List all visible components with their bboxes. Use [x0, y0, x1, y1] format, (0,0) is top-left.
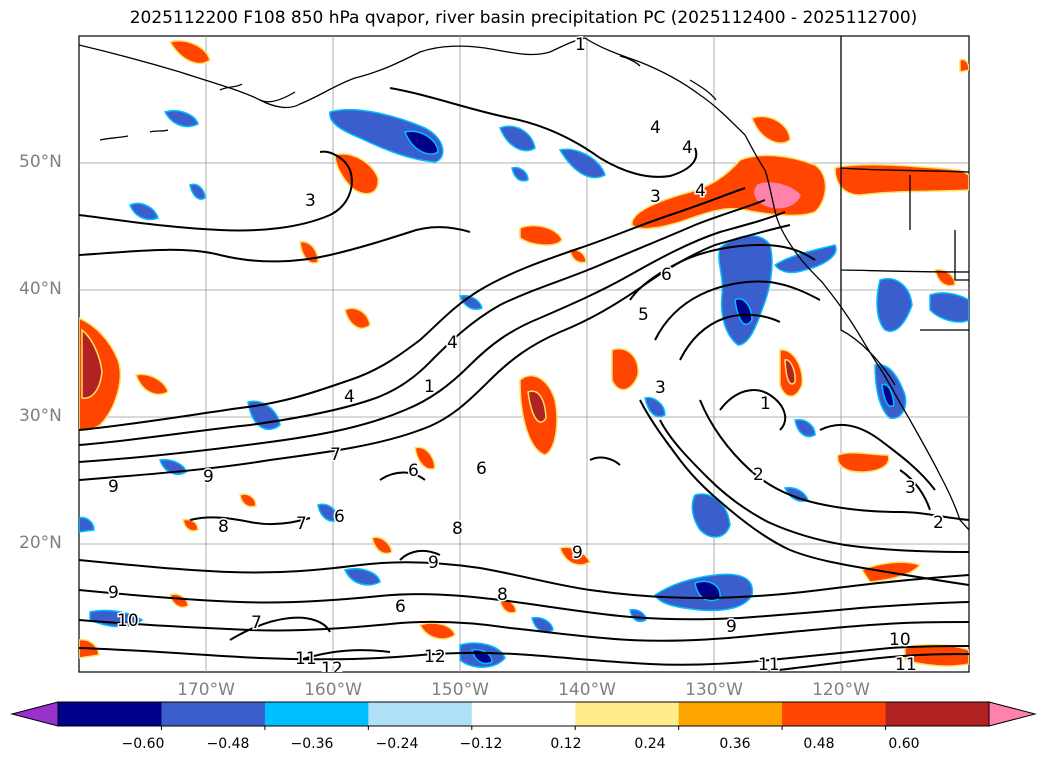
contour-label: 11 — [758, 655, 780, 675]
contour-label: 6 — [334, 507, 345, 527]
colorbar-tick-label: −0.24 — [375, 736, 419, 752]
contour-label: 8 — [497, 585, 508, 605]
contour-label: 10 — [117, 611, 139, 631]
contour-label: 11 — [295, 649, 317, 669]
contour-label: 4 — [447, 333, 458, 353]
contour-label: 4 — [344, 387, 355, 407]
contour-label: 9 — [726, 617, 737, 637]
colorbar-segment — [782, 702, 887, 726]
lon-label-140w: 140°W — [558, 680, 616, 700]
contour-label: 2 — [933, 513, 944, 533]
colorbar-segment — [885, 702, 990, 726]
colorbar-tick-label: −0.48 — [206, 736, 250, 752]
contour-label: 6 — [661, 265, 672, 285]
colorbar-segment — [368, 702, 473, 726]
colorbar-tick-label: 0.60 — [888, 736, 920, 752]
lat-label-50n: 50°N — [19, 152, 62, 172]
contour-label: 6 — [408, 461, 419, 481]
contour-label: 2 — [753, 465, 764, 485]
contour-label: 8 — [218, 517, 229, 537]
contour-label: 12 — [321, 659, 343, 679]
lat-label-40n: 40°N — [19, 279, 62, 299]
colorbar-extend-high — [988, 701, 1037, 727]
contour-label: 9 — [572, 543, 583, 563]
contour-label: 1 — [575, 35, 586, 55]
colorbar-extend-low — [10, 701, 59, 727]
contour-label: 7 — [251, 613, 262, 633]
colorbar-tick-label: 0.48 — [803, 736, 835, 752]
contour-label: 9 — [108, 583, 119, 603]
contour-label: 1 — [760, 394, 771, 414]
contour-label: 3 — [650, 187, 661, 207]
colorbar-segment — [264, 702, 369, 726]
contour-label: 4 — [650, 118, 661, 138]
map-title: 2025112200 F108 850 hPa qvapor, river ba… — [129, 8, 918, 28]
contour-label: 6 — [395, 597, 406, 617]
colorbar-tick-label: 0.12 — [550, 736, 582, 752]
colorbar-tick-label: −0.12 — [459, 736, 503, 752]
precip-negative-anomalies — [79, 108, 969, 668]
contour-label: 3 — [905, 478, 916, 498]
colorbar-segment — [161, 702, 266, 726]
contour-labels: 1 4 4 3 4 3 6 5 4 4 3 1 7 6 6 9 9 8 7 8 … — [107, 35, 946, 679]
colorbar-tick-label: −0.60 — [121, 736, 165, 752]
contour-label: 8 — [452, 519, 463, 539]
contour-label: 9 — [428, 553, 439, 573]
map-frame — [78, 35, 970, 673]
lon-label-160w: 160°W — [304, 680, 362, 700]
contour-label: 3 — [305, 191, 316, 211]
colorbar-segment — [58, 702, 162, 726]
contour-label: 9 — [203, 467, 214, 487]
lat-label-30n: 30°N — [19, 406, 62, 426]
lat-label-20n: 20°N — [19, 533, 62, 553]
contour-label: 4 — [682, 138, 693, 158]
contour-label: 1 — [424, 377, 435, 397]
contour-label: 5 — [638, 305, 649, 325]
qvapor-contours — [79, 87, 969, 672]
contour-label: 10 — [889, 630, 911, 650]
colorbar-segment — [575, 702, 680, 726]
colorbar-tick-label: −0.36 — [290, 736, 334, 752]
colorbar-outline — [57, 701, 990, 727]
lon-label-170w: 170°W — [177, 680, 235, 700]
colorbar-segment — [678, 702, 783, 726]
contour-label: 3 — [655, 378, 666, 398]
colorbar-tick-label: 0.24 — [634, 736, 666, 752]
colorbar-tick-label: 0.36 — [719, 736, 751, 752]
contour-label: 11 — [895, 655, 917, 675]
colorbar-segment — [471, 702, 576, 726]
lon-label-130w: 130°W — [685, 680, 743, 700]
colorbar — [10, 701, 1037, 730]
contour-label: 6 — [476, 459, 487, 479]
contour-label: 4 — [695, 181, 706, 201]
coastlines — [79, 36, 969, 531]
contour-label: 7 — [330, 445, 341, 465]
contour-label: 9 — [108, 477, 119, 497]
contour-label: 7 — [296, 514, 307, 534]
lon-label-150w: 150°W — [431, 680, 489, 700]
lon-label-120w: 120°W — [812, 680, 870, 700]
contour-label: 12 — [424, 647, 446, 667]
